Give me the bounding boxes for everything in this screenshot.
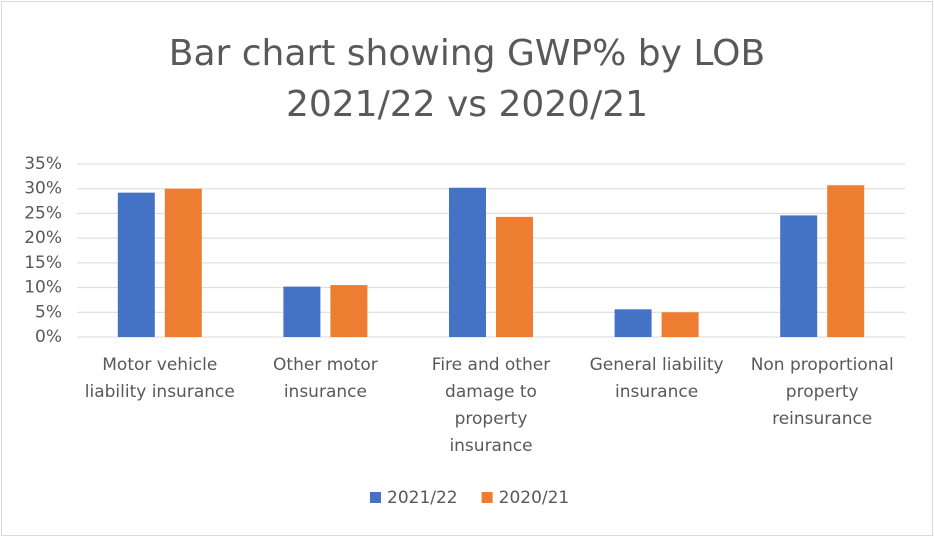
bar — [614, 309, 652, 337]
y-tick-label: 10% — [24, 278, 62, 298]
bar — [164, 188, 202, 337]
bar — [496, 216, 533, 337]
legend-label: 2021/22 — [387, 488, 458, 508]
y-tick-label: 15% — [24, 253, 62, 273]
bar — [661, 312, 699, 337]
x-tick-label: Motor vehicle liability insurance — [84, 355, 235, 402]
x-tick-label: General liability insurance — [589, 355, 724, 402]
x-tick-label: Fire and other damage to property insura… — [431, 355, 551, 456]
chart-title: Bar chart showing GWP% by LOB — [169, 33, 765, 74]
x-tick-label: Non proportional property reinsurance — [750, 355, 894, 429]
legend-swatch — [370, 492, 381, 503]
chart-title: 2021/22 vs 2020/21 — [286, 84, 648, 125]
y-tick-label: 0% — [35, 327, 62, 347]
y-tick-label: 30% — [24, 179, 62, 199]
bar — [449, 187, 486, 337]
x-tick-label: Other motor insurance — [273, 355, 378, 402]
bar — [780, 215, 818, 337]
y-tick-label: 20% — [24, 228, 62, 248]
bar — [827, 185, 865, 337]
legend-swatch — [481, 492, 493, 503]
bar — [283, 286, 321, 337]
legend-label: 2020/21 — [499, 488, 570, 508]
y-tick-label: 5% — [35, 302, 62, 322]
bar — [117, 192, 155, 337]
y-tick-label: 25% — [24, 203, 62, 223]
y-tick-label: 35% — [24, 154, 62, 174]
bar — [330, 285, 368, 337]
